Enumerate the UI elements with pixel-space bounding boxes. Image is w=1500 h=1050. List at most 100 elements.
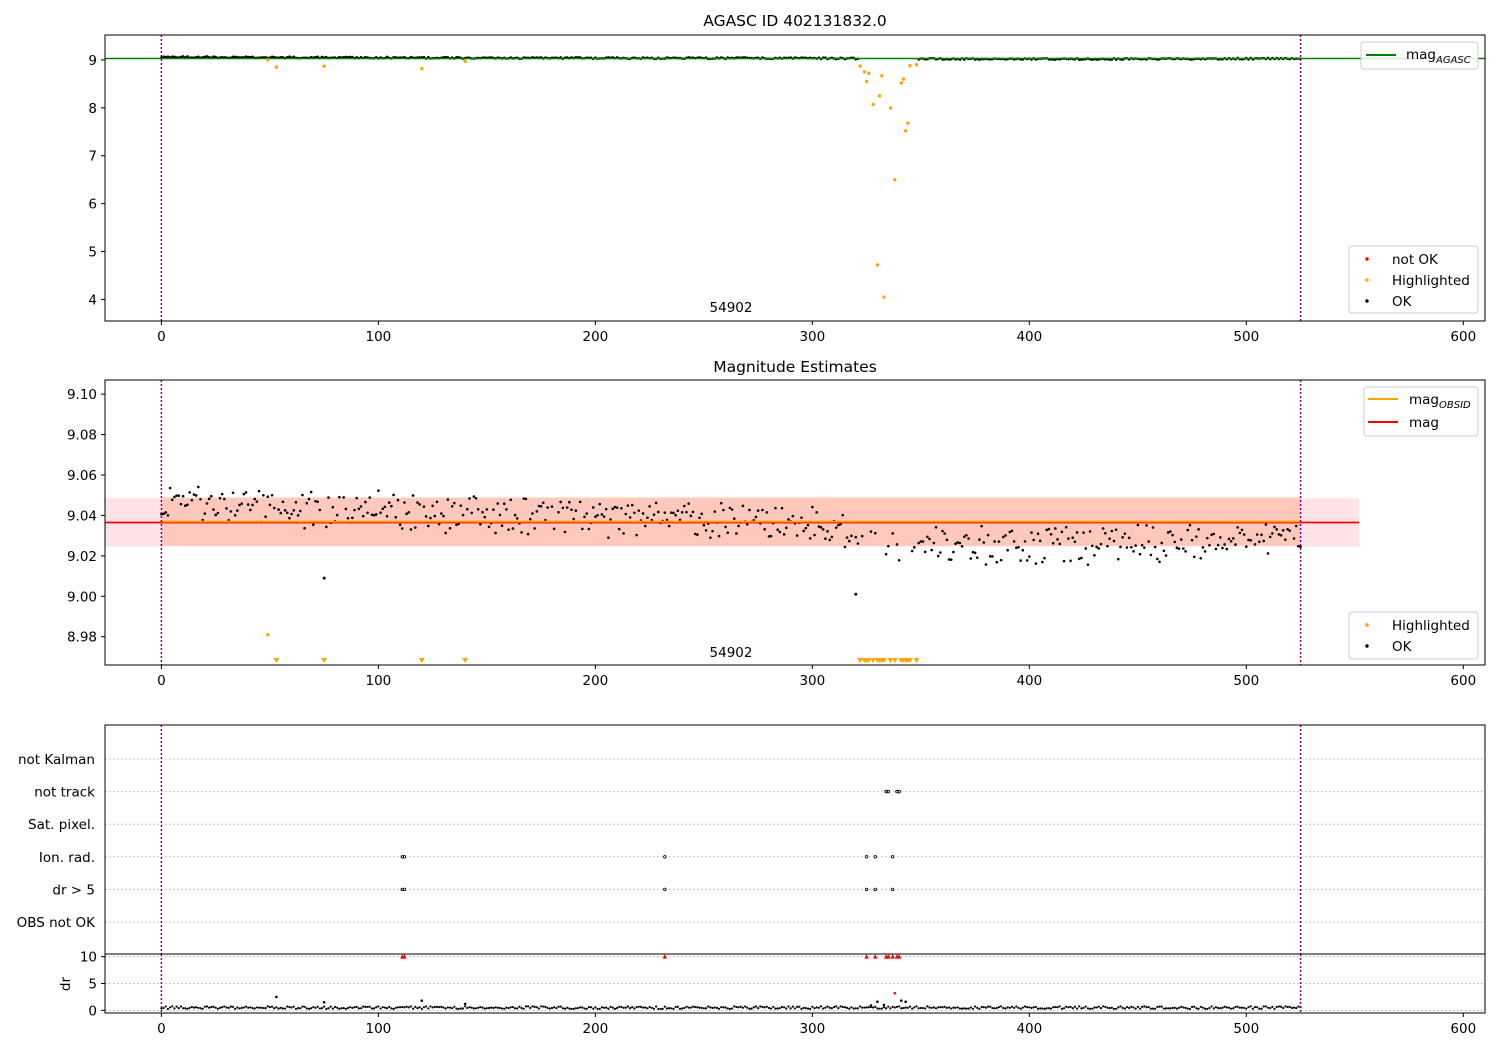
p2-ok-point xyxy=(496,502,500,505)
legend-label-highlighted-2: Highlighted xyxy=(1392,618,1470,634)
p2-ok-point xyxy=(578,500,582,504)
p2-ok-point xyxy=(359,505,363,508)
dr-point xyxy=(930,1006,933,1010)
p2-ok-point xyxy=(1179,538,1183,541)
dr-point xyxy=(1177,1006,1181,1009)
p2-ok-point xyxy=(1195,535,1198,538)
dr-point xyxy=(980,1005,983,1009)
p2-ok-point xyxy=(1103,531,1107,535)
p2-ok-point xyxy=(353,508,356,512)
dr-point xyxy=(299,1007,302,1010)
dr-point xyxy=(1195,1007,1198,1010)
dr-point xyxy=(1158,1005,1161,1008)
p2-ok-point xyxy=(1056,538,1059,541)
dr-point xyxy=(1102,1005,1105,1008)
p2-y-tick-label: 9.08 xyxy=(67,428,97,444)
p2-ok-point xyxy=(249,508,252,512)
dr-point xyxy=(1295,1006,1298,1010)
dr-point xyxy=(255,1006,258,1009)
dr-point xyxy=(563,1007,567,1010)
dr-point xyxy=(290,1006,293,1009)
p2-ok-point xyxy=(279,511,283,515)
dr-point xyxy=(474,1007,478,1010)
dr-point xyxy=(247,1006,250,1009)
p1-ok-point xyxy=(270,55,274,59)
dr-point xyxy=(325,1007,328,1011)
p2-ok-point xyxy=(806,523,810,527)
dr-point xyxy=(1032,1006,1035,1009)
dr-point xyxy=(754,1005,758,1008)
dr-point xyxy=(811,1005,814,1008)
p2-ok-point xyxy=(366,511,369,515)
p2-ok-point xyxy=(802,529,805,533)
dr-point xyxy=(1047,1007,1050,1010)
magnitude-line-legend: magOBSID mag xyxy=(1363,386,1479,437)
p1-ok-point xyxy=(351,55,354,59)
dr-point xyxy=(1217,1006,1220,1010)
dr-point xyxy=(281,1007,285,1010)
dr-point xyxy=(1201,1006,1205,1009)
dr-point xyxy=(1043,1007,1046,1010)
p2-ok-point xyxy=(1160,541,1163,545)
p2-ok-point xyxy=(1058,542,1062,546)
p2-ok-point xyxy=(581,527,584,531)
p2-ok-point xyxy=(190,498,194,502)
flag-row-label: not track xyxy=(34,785,95,801)
dr-point xyxy=(561,1007,564,1010)
dr-point xyxy=(329,1005,332,1008)
p2-ok-point xyxy=(168,486,172,490)
dr-point xyxy=(451,1007,454,1010)
dr-point xyxy=(587,1006,590,1009)
dr-point xyxy=(257,1006,261,1009)
dr-point xyxy=(1097,1005,1100,1008)
dr-point xyxy=(828,1006,831,1009)
magnitude-obsid-label: 54902 xyxy=(710,645,753,661)
dr-point xyxy=(622,1006,625,1009)
p2-ok-point xyxy=(487,525,491,529)
p2-ok-point xyxy=(895,543,899,546)
dr-point xyxy=(301,1005,304,1008)
p2-ok-point xyxy=(1140,543,1144,547)
legend-label-mag-obsid: magOBSID xyxy=(1409,392,1471,411)
dr-point xyxy=(205,1005,209,1008)
p2-ok-point xyxy=(726,531,730,535)
p2-ok-point xyxy=(702,523,706,527)
dr-point xyxy=(694,1006,697,1009)
p2-ok-point xyxy=(416,501,419,504)
dr-point xyxy=(618,1005,621,1008)
p2-ok-point xyxy=(1273,525,1276,529)
p2-ok-point xyxy=(980,524,983,528)
p2-ok-point xyxy=(542,501,545,505)
p2-ok-point xyxy=(507,528,510,531)
p2-ok-point xyxy=(1175,546,1179,550)
p2-ok-point xyxy=(591,506,595,509)
dr-point xyxy=(717,1007,721,1010)
p2-ok-point xyxy=(1069,559,1072,563)
dr-point xyxy=(1180,1005,1183,1008)
p1-highlighted-point xyxy=(463,59,467,64)
dr-point xyxy=(735,1005,738,1009)
p2-ok-point xyxy=(787,517,790,521)
dr-point xyxy=(505,1006,508,1009)
dr-point xyxy=(581,1006,584,1009)
dr-point xyxy=(887,1005,890,1008)
dr-point xyxy=(991,1006,994,1010)
p2-ok-point xyxy=(372,513,376,517)
agasc-plot-area xyxy=(105,35,1485,321)
p2-ok-point xyxy=(958,541,962,545)
p2-ok-point xyxy=(205,502,209,505)
dr-point xyxy=(1232,1007,1235,1010)
p2-ok-point xyxy=(255,500,259,503)
dr-point xyxy=(880,1007,883,1010)
dr-point xyxy=(605,1006,608,1009)
p2-ok-point xyxy=(470,511,473,515)
p2-ok-point xyxy=(804,526,808,530)
p2-ok-point xyxy=(294,500,298,504)
p1-ok-point xyxy=(164,55,168,59)
p2-ok-point xyxy=(841,513,845,517)
p1-y-tick-label: 4 xyxy=(88,292,97,308)
p2-ok-point xyxy=(741,504,745,508)
dr-point xyxy=(783,1006,786,1009)
dr-point xyxy=(416,1007,419,1010)
flag-row-label: dr > 5 xyxy=(52,882,95,898)
